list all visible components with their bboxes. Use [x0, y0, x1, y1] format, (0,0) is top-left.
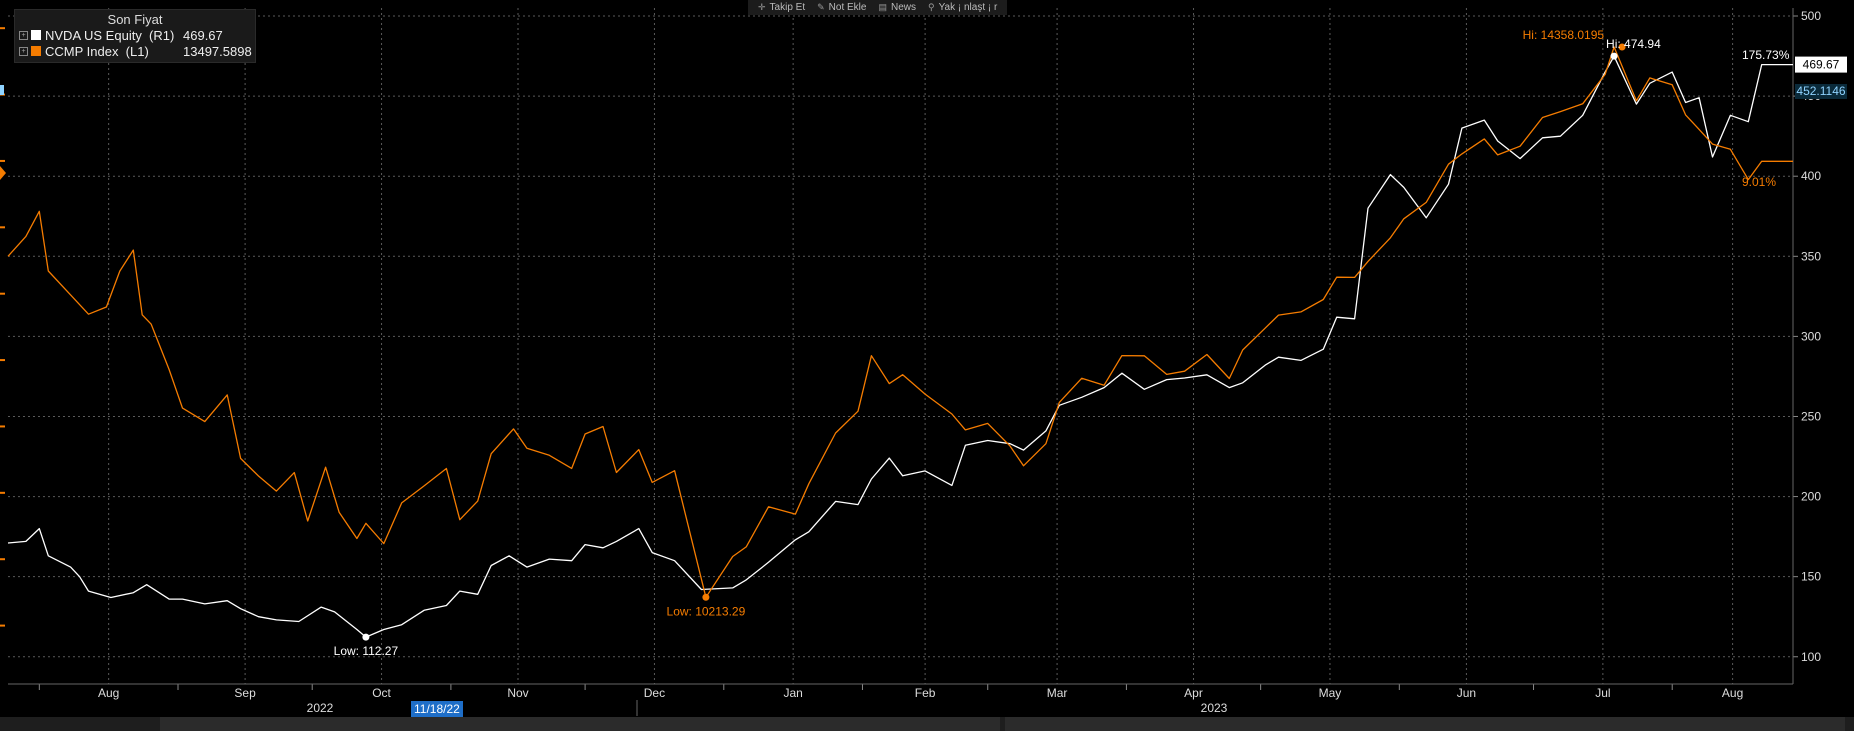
- x-tick-label: Jan: [783, 686, 802, 700]
- secondary-tag-box: [1795, 84, 1847, 99]
- x-tick-label: Aug: [98, 686, 119, 700]
- ccmp-swatch: [31, 46, 41, 56]
- x-tick-label: Nov: [507, 686, 528, 700]
- series-line-ccmp: [7, 46, 1793, 598]
- nvda-high-marker: [1610, 52, 1618, 60]
- follow-button[interactable]: ✛ Takip Et: [758, 2, 805, 13]
- legend-value-nvda: 469.67: [183, 27, 223, 43]
- series-line-nvda: [7, 55, 1793, 638]
- nvda-low-label: Low: 112.27: [334, 644, 399, 658]
- legend-name-ccmp: CCMP Index (L1): [45, 43, 149, 59]
- scroll-segment[interactable]: [1005, 717, 1845, 731]
- y-tick-label: 400: [1801, 169, 1821, 183]
- chart-legend: Son Fiyat + NVDA US Equity (R1) 469.67 +…: [14, 9, 256, 63]
- y-tick-label: 500: [1801, 9, 1821, 23]
- last-price-tag: 469.67: [1803, 58, 1840, 72]
- chart-toolbar: ✛ Takip Et ✎ Not Ekle ▤ News ⚲ Yak ¡ nla…: [748, 0, 1008, 15]
- ccmp-change-label: 9.01%: [1742, 175, 1776, 189]
- x-tick-label: May: [1319, 686, 1342, 700]
- plus-icon: ✛: [758, 2, 766, 12]
- y-tick-label: 200: [1801, 490, 1821, 504]
- nvda-low-marker: [362, 633, 370, 641]
- legend-header: Son Fiyat: [107, 12, 163, 27]
- legend-value-ccmp: 13497.5898: [183, 43, 252, 59]
- selected-date-box[interactable]: 11/18/22: [411, 701, 463, 717]
- y-tick-label: 250: [1801, 409, 1821, 423]
- last-price-tag-box: [1795, 56, 1847, 73]
- news-icon: ▤: [878, 2, 887, 12]
- x-tick-label: Aug: [1722, 686, 1743, 700]
- zoom-label: Yak ¡ nlaşt ¡ r: [938, 2, 998, 13]
- zoom-button[interactable]: ⚲ Yak ¡ nlaşt ¡ r: [928, 2, 997, 13]
- zoom-icon: ⚲: [928, 2, 935, 12]
- scroll-bar[interactable]: [0, 717, 1854, 731]
- y-tick-label: 150: [1801, 570, 1821, 584]
- x-tick-label: Jul: [1595, 686, 1610, 700]
- x-tick-label: Feb: [915, 686, 936, 700]
- ccmp-low-marker: [702, 593, 710, 601]
- y-tick-label: 350: [1801, 249, 1821, 263]
- legend-name-nvda: NVDA US Equity (R1): [45, 27, 175, 43]
- scroll-segment[interactable]: [160, 717, 1000, 731]
- ccmp-high-marker: [1618, 43, 1626, 51]
- add-note-label: Not Ekle: [828, 2, 867, 13]
- year-label: 2023: [1201, 701, 1228, 715]
- nvda-swatch: [31, 30, 41, 40]
- x-tick-label: Sep: [234, 686, 256, 700]
- legend-row-ccmp[interactable]: + CCMP Index (L1) 13497.5898: [15, 43, 255, 59]
- pencil-icon: ✎: [817, 2, 825, 12]
- x-tick-label: Dec: [644, 686, 665, 700]
- y-tick-label: 100: [1801, 650, 1821, 664]
- expand-icon[interactable]: +: [19, 46, 28, 56]
- x-tick-label: Mar: [1047, 686, 1068, 700]
- left-tag-marker: [0, 85, 4, 95]
- left-current-marker: [0, 166, 6, 180]
- secondary-tag: 452.1146: [1796, 84, 1845, 98]
- ccmp-high-label: Hi: 14358.0195: [1523, 28, 1605, 42]
- y-tick-label: 300: [1801, 329, 1821, 343]
- ccmp-low-label: Low: 10213.29: [667, 604, 746, 618]
- year-label: 2022: [307, 701, 334, 715]
- x-tick-label: Oct: [372, 686, 391, 700]
- legend-row-nvda[interactable]: + NVDA US Equity (R1) 469.67: [15, 27, 255, 43]
- x-tick-label: Jun: [1457, 686, 1476, 700]
- news-label: News: [890, 2, 916, 13]
- add-note-button[interactable]: ✎ Not Ekle: [817, 2, 866, 13]
- grid: [8, 8, 1793, 690]
- x-tick-label: Apr: [1184, 686, 1203, 700]
- news-button[interactable]: ▤ News: [878, 2, 916, 13]
- nvda-high-label: Hi: 474.94: [1606, 37, 1661, 51]
- nvda-change-label: 175.73%: [1742, 48, 1790, 62]
- follow-label: Takip Et: [769, 2, 806, 13]
- expand-icon[interactable]: +: [19, 30, 28, 40]
